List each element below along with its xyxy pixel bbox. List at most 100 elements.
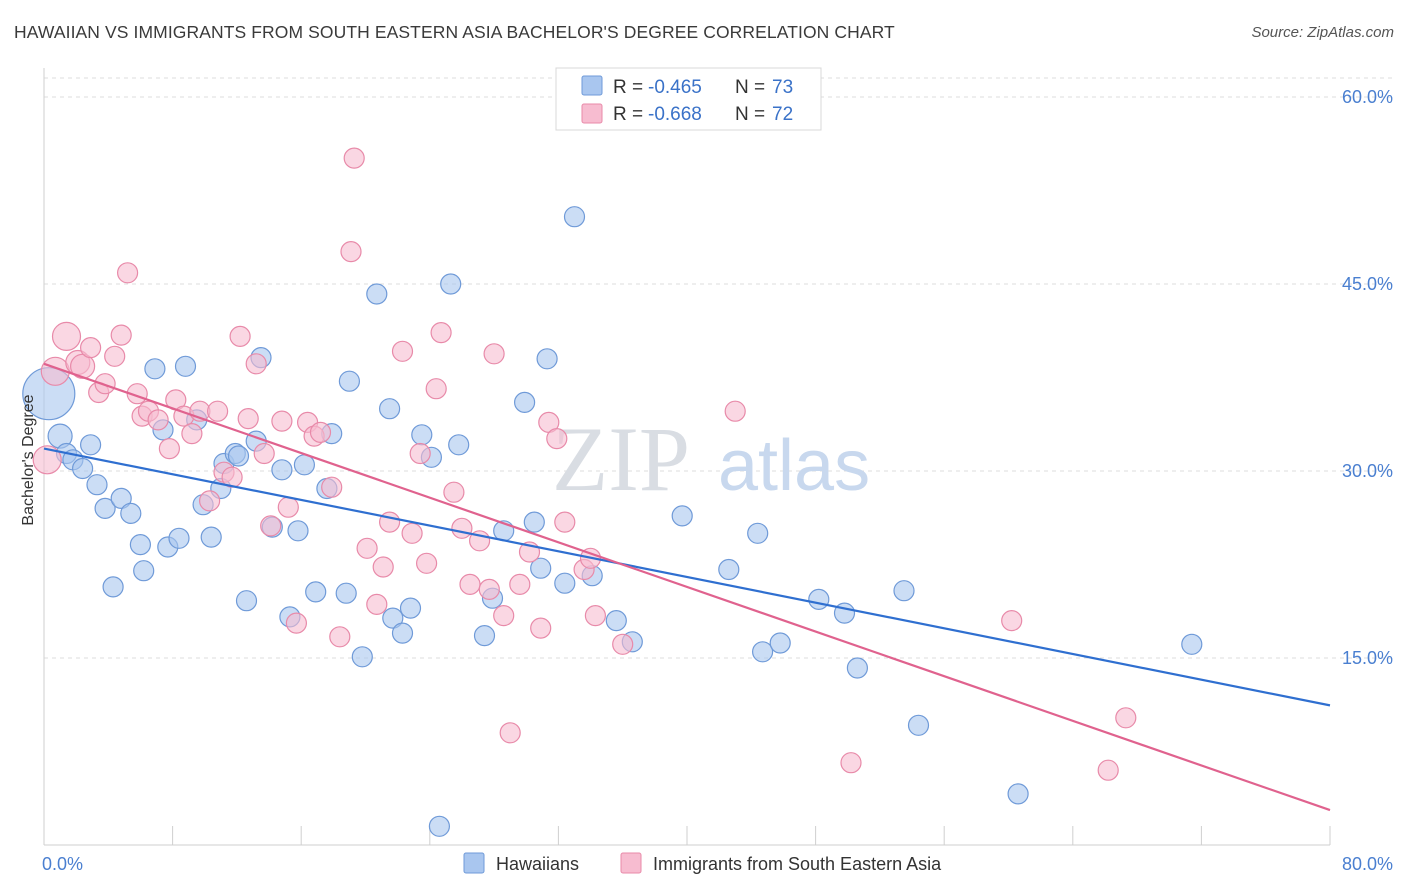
immigrants-point-9 — [110, 324, 132, 346]
hawaiians-point-31 — [287, 520, 309, 542]
immigrants-point-44 — [401, 522, 423, 544]
hawaiians-points — [22, 206, 1203, 837]
y-tick-label-0: 15.0% — [1342, 648, 1393, 668]
hawaiians-point-39 — [366, 283, 388, 305]
immigrants-trend-line — [43, 362, 1331, 812]
immigrants-point-30 — [277, 496, 299, 518]
immigrants-point-48 — [430, 322, 452, 344]
chart-title: HAWAIIAN VS IMMIGRANTS FROM SOUTH EASTER… — [14, 22, 895, 42]
hawaiians-point-32 — [293, 454, 315, 476]
immigrants-point-61 — [546, 428, 568, 450]
hawaiians-point-64 — [769, 632, 791, 654]
hawaiians-point-54 — [536, 348, 558, 370]
legend-n-value-hawaiians: 73 — [772, 77, 793, 98]
immigrants-point-8 — [104, 345, 126, 367]
immigrants-point-45 — [409, 442, 431, 465]
hawaiians-point-62 — [747, 522, 769, 544]
hawaiians-point-7 — [94, 497, 116, 519]
y-tick-label-2: 45.0% — [1342, 274, 1393, 294]
trend-lines — [43, 362, 1331, 812]
series-legend-label-immigrants: Immigrants from South Eastern Asia — [653, 854, 942, 874]
immigrants-point-26 — [245, 353, 267, 375]
immigrants-point-15 — [158, 438, 180, 460]
immigrants-point-14 — [147, 409, 169, 431]
y-tick-label-3: 60.0% — [1342, 87, 1393, 107]
immigrants-point-38 — [343, 147, 365, 169]
hawaiians-point-43 — [399, 597, 422, 619]
legend-r-value-immigrants: -0.668 — [648, 104, 702, 125]
y-tick-labels: 15.0% 30.0% 45.0% 60.0% — [1342, 87, 1393, 668]
hawaiians-point-63 — [751, 641, 774, 663]
immigrants-point-37 — [340, 241, 362, 263]
immigrants-point-40 — [366, 593, 388, 616]
immigrants-point-56 — [499, 722, 521, 744]
hawaiians-point-11 — [129, 533, 151, 556]
immigrants-point-25 — [237, 408, 259, 430]
immigrants-point-70 — [1097, 759, 1119, 781]
immigrants-point-59 — [530, 617, 552, 639]
immigrants-point-21 — [207, 400, 229, 422]
hawaiians-point-44 — [411, 424, 433, 446]
chart-source: Source: ZipAtlas.com — [1251, 24, 1394, 41]
legend-n-label-immigrants: N = — [735, 104, 765, 125]
immigrants-point-35 — [321, 476, 343, 498]
hawaiians-point-6 — [86, 474, 108, 496]
immigrants-point-7 — [94, 373, 116, 395]
hawaiians-point-41 — [382, 607, 404, 629]
immigrants-point-31 — [285, 612, 307, 634]
x-tick-label-max: 80.0% — [1342, 854, 1393, 874]
hawaiians-point-13 — [144, 358, 166, 380]
immigrants-point-54 — [483, 343, 505, 365]
watermark-atlas: atlas — [718, 426, 870, 506]
immigrants-point-49 — [443, 481, 465, 503]
hawaiians-point-17 — [174, 355, 197, 377]
hawaiians-point-16 — [168, 527, 190, 549]
hawaiians-point-48 — [473, 624, 496, 647]
hawaiians-point-25 — [235, 590, 258, 612]
x-tick-label-min: 0.0% — [42, 854, 83, 874]
hawaiians-trend-line — [43, 447, 1331, 707]
hawaiians-point-20 — [200, 526, 222, 548]
hawaiians-point-56 — [563, 206, 586, 228]
immigrants-point-41 — [372, 556, 394, 578]
immigrants-point-68 — [840, 752, 862, 774]
series-legend-label-hawaiians: Hawaiians — [496, 854, 579, 874]
hawaiians-point-55 — [554, 572, 576, 594]
hawaiians-point-9 — [110, 487, 132, 509]
immigrants-point-46 — [416, 552, 438, 574]
hawaiians-point-46 — [440, 273, 462, 295]
gridlines — [44, 77, 1392, 659]
legend-r-label-hawaiians: R = — [613, 77, 643, 98]
legend-swatch-immigrants — [581, 103, 603, 124]
hawaiians-point-12 — [133, 560, 155, 582]
hawaiians-point-72 — [428, 815, 450, 837]
hawaiians-point-8 — [102, 576, 124, 598]
y-tick-label-1: 30.0% — [1342, 461, 1393, 481]
immigrants-point-5 — [79, 337, 102, 359]
immigrants-point-28 — [260, 515, 282, 537]
hawaiians-point-60 — [671, 505, 693, 527]
hawaiians-point-37 — [338, 370, 360, 392]
series-legend: Hawaiians Immigrants from South Eastern … — [463, 852, 942, 874]
series-legend-swatch-hawaiians — [463, 852, 485, 874]
hawaiians-point-67 — [846, 657, 869, 679]
hawaiians-point-33 — [305, 581, 327, 603]
immigrants-point-53 — [478, 578, 500, 601]
hawaiians-point-38 — [351, 646, 373, 668]
immigrants-point-18 — [181, 423, 203, 445]
immigrants-points — [32, 147, 1137, 781]
immigrants-point-71 — [1115, 707, 1137, 729]
immigrants-point-55 — [493, 604, 515, 627]
immigrants-point-24 — [229, 325, 251, 347]
legend-n-value-immigrants: 72 — [772, 104, 793, 125]
immigrants-point-29 — [271, 410, 293, 432]
immigrants-point-64 — [584, 604, 607, 627]
immigrants-point-57 — [509, 573, 531, 596]
y-axis-label: Bachelor's Degree — [20, 394, 37, 525]
hawaiians-point-51 — [513, 391, 536, 413]
immigrants-point-0 — [32, 445, 62, 475]
hawaiians-point-5 — [79, 434, 102, 456]
hawaiians-point-4 — [71, 457, 94, 480]
hawaiians-point-65 — [808, 588, 830, 611]
